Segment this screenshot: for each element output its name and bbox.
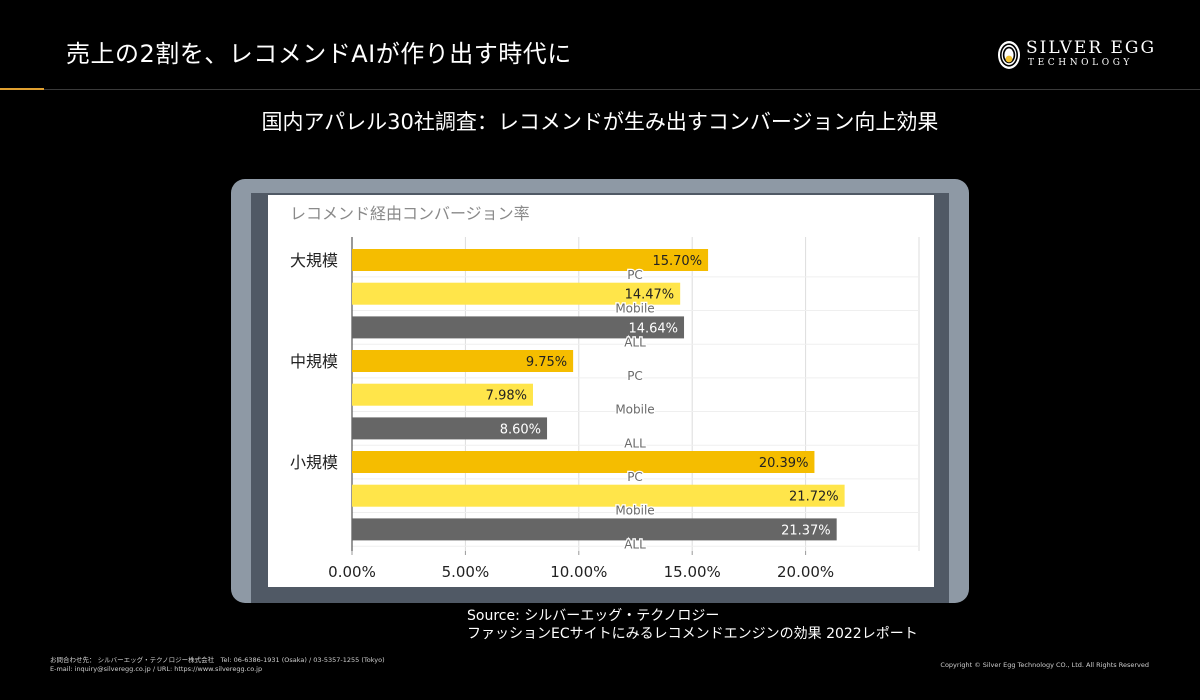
egg-logo-icon — [998, 41, 1020, 69]
series-category-label: Mobile — [615, 302, 654, 316]
bar — [352, 451, 815, 473]
chart-panel: レコメンド経由コンバージョン率 大規模 15.70% PC 14.47% Mobile 14… — [268, 195, 934, 587]
source-citation: Source: シルバーエッグ・テクノロジー ファッションECサイトにみるレコメ… — [467, 607, 918, 643]
data-label: 20.39% — [759, 456, 809, 471]
footer-contact: お問合わせ先： シルバーエッグ・テクノロジー株式会社 Tel: 06-6386-… — [50, 656, 385, 674]
data-label: 9.75% — [526, 355, 567, 370]
bar — [352, 417, 548, 440]
bar — [352, 383, 533, 406]
contact-line-1: お問合わせ先： シルバーエッグ・テクノロジー株式会社 Tel: 06-6386-… — [50, 656, 385, 664]
x-tick-label: 20.00% — [777, 563, 834, 581]
header-divider — [0, 89, 1200, 90]
x-tick-label: 5.00% — [442, 563, 490, 581]
slide-subtitle: 国内アパレル30社調査：レコメンドが生み出すコンバージョン向上効果 — [261, 110, 939, 134]
data-label: 21.72% — [789, 490, 839, 505]
series-category-label: ALL — [624, 537, 646, 551]
group-label: 小規模 — [290, 453, 338, 472]
data-label: 15.70% — [652, 254, 702, 269]
x-tick-label: 15.00% — [664, 563, 721, 581]
bar — [352, 484, 845, 507]
series-category-label: Mobile — [615, 403, 654, 417]
bar — [352, 350, 574, 372]
bar — [352, 518, 837, 541]
group-label: 大規模 — [290, 251, 338, 270]
logo-wordmark: SILVER EGG — [1026, 38, 1157, 58]
bar — [352, 282, 681, 305]
copyright-text: Copyright © Silver Egg Technology CO., L… — [940, 661, 1149, 669]
header-accent-line — [0, 88, 44, 90]
data-label: 21.37% — [781, 523, 831, 538]
contact-line-2: E-mail: inquiry@silveregg.co.jp / URL: h… — [50, 665, 263, 673]
series-category-label: ALL — [624, 436, 646, 450]
series-category-label: PC — [627, 369, 643, 383]
group-label: 中規模 — [290, 352, 338, 371]
source-line-2: ファッションECサイトにみるレコメンドエンジンの効果 2022レポート — [467, 626, 918, 642]
company-logo: SILVER EGG TECHNOLOGY — [996, 38, 1166, 74]
x-tick-label: 0.00% — [328, 563, 376, 581]
bar — [352, 316, 685, 339]
data-label: 14.64% — [628, 321, 678, 336]
data-label: 7.98% — [486, 389, 527, 404]
slide-title: 売上の2割を、レコメンドAIが作り出す時代に — [66, 40, 572, 68]
chart-title: レコメンド経由コンバージョン率 — [290, 204, 530, 223]
series-category-label: PC — [627, 470, 643, 484]
data-label: 14.47% — [625, 288, 675, 303]
logo-subtext: TECHNOLOGY — [1028, 58, 1133, 68]
x-tick-label: 10.00% — [550, 563, 607, 581]
series-category-label: Mobile — [615, 504, 654, 518]
series-category-label: PC — [627, 268, 643, 282]
source-line-1: Source: シルバーエッグ・テクノロジー — [467, 608, 720, 624]
data-label: 8.60% — [500, 422, 541, 437]
series-category-label: ALL — [624, 335, 646, 349]
bar — [352, 249, 709, 271]
